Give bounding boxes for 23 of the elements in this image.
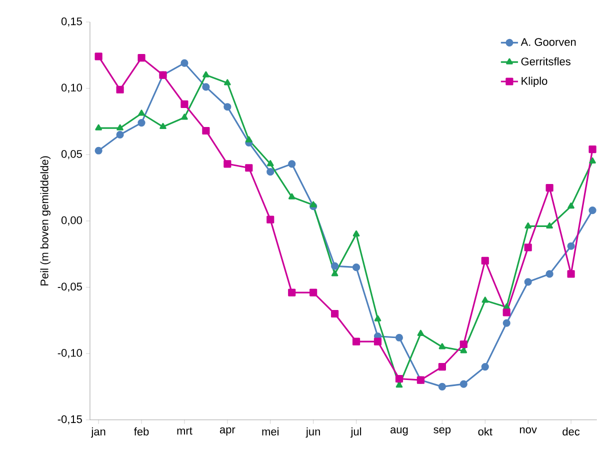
legend-label: A. Goorven	[520, 38, 576, 46]
legend-label: Kliplo	[522, 76, 548, 88]
x-tick-label: jul	[350, 427, 362, 438]
x-tick-label: sep	[434, 427, 451, 436]
x-tick-label: okt	[478, 427, 492, 436]
x-tick-label: jan	[90, 427, 106, 438]
x-tick-label: feb	[134, 427, 149, 436]
y-tick-label: 0,10	[61, 84, 82, 93]
x-tick-label: apr	[220, 427, 236, 436]
x-tick-label: aug	[390, 427, 408, 436]
y-tick-label: -0,15	[58, 415, 82, 424]
x-tick-label: mei	[262, 427, 278, 436]
legend-label: Gerritsfles	[521, 57, 570, 66]
x-tick-label: jun	[306, 427, 320, 438]
x-tick-label: dec	[562, 427, 580, 436]
x-tick-label: nov	[520, 427, 537, 434]
y-tick-label: 0,05	[61, 150, 82, 160]
y-axis-title: Peil (m boven gemiddelde)	[40, 156, 51, 286]
y-tick-label: -0,05	[58, 282, 82, 292]
y-tick-label: -0,10	[58, 349, 82, 358]
y-tick-label: 0,00	[61, 216, 82, 226]
x-tick-label: mrt	[177, 427, 192, 435]
y-tick-label: 0,15	[61, 18, 82, 27]
